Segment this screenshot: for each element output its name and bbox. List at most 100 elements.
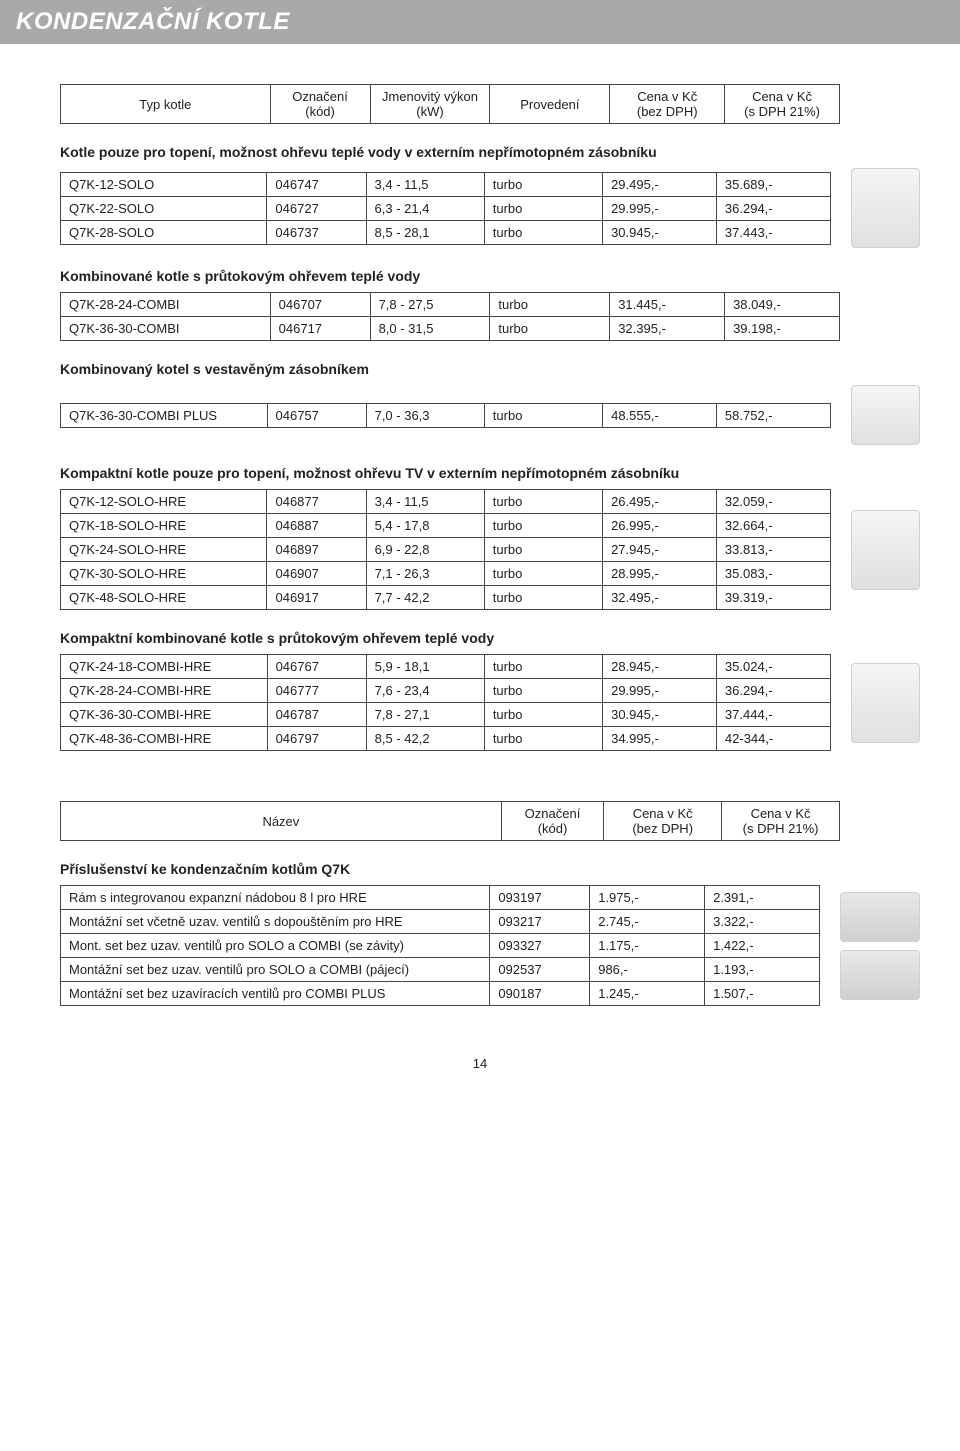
cell-power: 3,4 - 11,5 <box>366 172 484 196</box>
cell-price2: 35.024,- <box>716 655 830 679</box>
cell-code: 090187 <box>490 982 590 1006</box>
cell-code: 093217 <box>490 910 590 934</box>
cell-price1: 986,- <box>590 958 705 982</box>
cell-variant: turbo <box>484 196 602 220</box>
cell-code: 046727 <box>267 196 366 220</box>
cell-variant: turbo <box>484 403 602 427</box>
cell-variant: turbo <box>484 586 602 610</box>
cell-code: 046707 <box>270 293 370 317</box>
cell-variant: turbo <box>484 514 602 538</box>
cell-price2: 1.193,- <box>705 958 820 982</box>
cell-type: Q7K-24-SOLO-HRE <box>61 538 267 562</box>
cell-power: 6,9 - 22,8 <box>366 538 484 562</box>
cell-variant: turbo <box>490 293 610 317</box>
table-row: Název Označení (kód) Cena v Kč (bez DPH)… <box>61 802 840 841</box>
cell-variant: turbo <box>484 538 602 562</box>
section-title-combi: Kombinované kotle s průtokovým ohřevem t… <box>60 268 920 284</box>
cell-type: Q7K-18-SOLO-HRE <box>61 514 267 538</box>
cell-price2: 2.391,- <box>705 886 820 910</box>
header-code: Označení (kód) <box>270 85 370 124</box>
cell-variant: turbo <box>484 490 602 514</box>
cell-price1: 31.445,- <box>610 293 725 317</box>
header-price-nodph: Cena v Kč (bez DPH) <box>610 85 725 124</box>
cell-price1: 28.945,- <box>603 655 717 679</box>
cell-power: 8,0 - 31,5 <box>370 317 490 341</box>
cell-code: 046887 <box>267 514 366 538</box>
table-accessories: Rám s integrovanou expanzní nádobou 8 l … <box>60 885 820 1006</box>
cell-variant: turbo <box>484 220 602 244</box>
cell-code: 046717 <box>270 317 370 341</box>
cell-price1: 27.945,- <box>603 538 717 562</box>
cell-power: 8,5 - 42,2 <box>366 727 484 751</box>
cell-power: 5,4 - 17,8 <box>366 514 484 538</box>
cell-price2: 32.664,- <box>716 514 830 538</box>
table-row: Q7K-24-SOLO-HRE 046897 6,9 - 22,8 turbo … <box>61 538 831 562</box>
table-row: Q7K-12-SOLO 046747 3,4 - 11,5 turbo 29.4… <box>61 172 831 196</box>
cell-price2: 39.319,- <box>716 586 830 610</box>
cell-price1: 1.245,- <box>590 982 705 1006</box>
table-row: Q7K-36-30-COMBI PLUS 046757 7,0 - 36,3 t… <box>61 403 831 427</box>
cell-variant: turbo <box>490 317 610 341</box>
cell-price2: 33.813,- <box>716 538 830 562</box>
table-row: Q7K-48-SOLO-HRE 046917 7,7 - 42,2 turbo … <box>61 586 831 610</box>
cell-type: Q7K-48-36-COMBI-HRE <box>61 727 268 751</box>
cell-price1: 2.745,- <box>590 910 705 934</box>
page-banner: KONDENZAČNÍ KOTLE <box>0 0 960 44</box>
cell-code: 046797 <box>267 727 366 751</box>
cell-price1: 32.395,- <box>610 317 725 341</box>
cell-power: 7,0 - 36,3 <box>366 403 484 427</box>
cell-variant: turbo <box>484 655 602 679</box>
cell-power: 7,1 - 26,3 <box>366 562 484 586</box>
cell-type: Q7K-12-SOLO <box>61 172 267 196</box>
cell-price1: 26.495,- <box>603 490 717 514</box>
cell-code: 046907 <box>267 562 366 586</box>
header-type: Typ kotle <box>61 85 271 124</box>
cell-type: Q7K-36-30-COMBI <box>61 317 271 341</box>
table-row: Montážní set včetně uzav. ventilů s dopo… <box>61 910 820 934</box>
table-row: Q7K-28-24-COMBI 046707 7,8 - 27,5 turbo … <box>61 293 840 317</box>
cell-code: 046897 <box>267 538 366 562</box>
accessories-header-table: Název Označení (kód) Cena v Kč (bez DPH)… <box>60 801 840 841</box>
header-code: Označení (kód) <box>501 802 604 841</box>
cell-code: 046787 <box>267 703 366 727</box>
cell-type: Q7K-12-SOLO-HRE <box>61 490 267 514</box>
accessory-image-icon <box>840 892 920 942</box>
page-number: 14 <box>0 1026 960 1086</box>
cell-price2: 42-344,- <box>716 727 830 751</box>
cell-power: 7,7 - 42,2 <box>366 586 484 610</box>
table-row: Q7K-36-30-COMBI 046717 8,0 - 31,5 turbo … <box>61 317 840 341</box>
tank-image-icon <box>851 385 920 445</box>
cell-variant: turbo <box>484 172 602 196</box>
header-power: Jmenovitý výkon (kW) <box>370 85 490 124</box>
cell-price1: 28.995,- <box>603 562 717 586</box>
cell-price2: 37.444,- <box>716 703 830 727</box>
table-combiplus: Q7K-36-30-COMBI PLUS 046757 7,0 - 36,3 t… <box>60 403 831 428</box>
cell-price2: 35.083,- <box>716 562 830 586</box>
header-variant: Provedení <box>490 85 610 124</box>
cell-price1: 1.975,- <box>590 886 705 910</box>
table-row: Q7K-24-18-COMBI-HRE 046767 5,9 - 18,1 tu… <box>61 655 831 679</box>
cell-price2: 1.507,- <box>705 982 820 1006</box>
cell-power: 7,6 - 23,4 <box>366 679 484 703</box>
cell-price2: 3.322,- <box>705 910 820 934</box>
cell-code: 046917 <box>267 586 366 610</box>
table-row: Q7K-30-SOLO-HRE 046907 7,1 - 26,3 turbo … <box>61 562 831 586</box>
table-row: Q7K-36-30-COMBI-HRE 046787 7,8 - 27,1 tu… <box>61 703 831 727</box>
table-row: Rám s integrovanou expanzní nádobou 8 l … <box>61 886 820 910</box>
cell-price1: 32.495,- <box>603 586 717 610</box>
cell-variant: turbo <box>484 727 602 751</box>
cell-price2: 36.294,- <box>716 196 830 220</box>
cell-type: Q7K-28-24-COMBI-HRE <box>61 679 268 703</box>
cell-type: Q7K-28-24-COMBI <box>61 293 271 317</box>
header-price-dph: Cena v Kč (s DPH 21%) <box>722 802 840 841</box>
header-name: Název <box>61 802 502 841</box>
table-row: Typ kotle Označení (kód) Jmenovitý výkon… <box>61 85 840 124</box>
cell-power: 3,4 - 11,5 <box>366 490 484 514</box>
cell-code: 046747 <box>267 172 366 196</box>
cell-name: Montážní set bez uzav. ventilů pro SOLO … <box>61 958 490 982</box>
cell-price2: 1.422,- <box>705 934 820 958</box>
cell-price1: 30.945,- <box>603 703 717 727</box>
cell-price1: 1.175,- <box>590 934 705 958</box>
section-title-combiplus: Kombinovaný kotel s vestavěným zásobníke… <box>60 361 920 377</box>
cell-type: Q7K-28-SOLO <box>61 220 267 244</box>
